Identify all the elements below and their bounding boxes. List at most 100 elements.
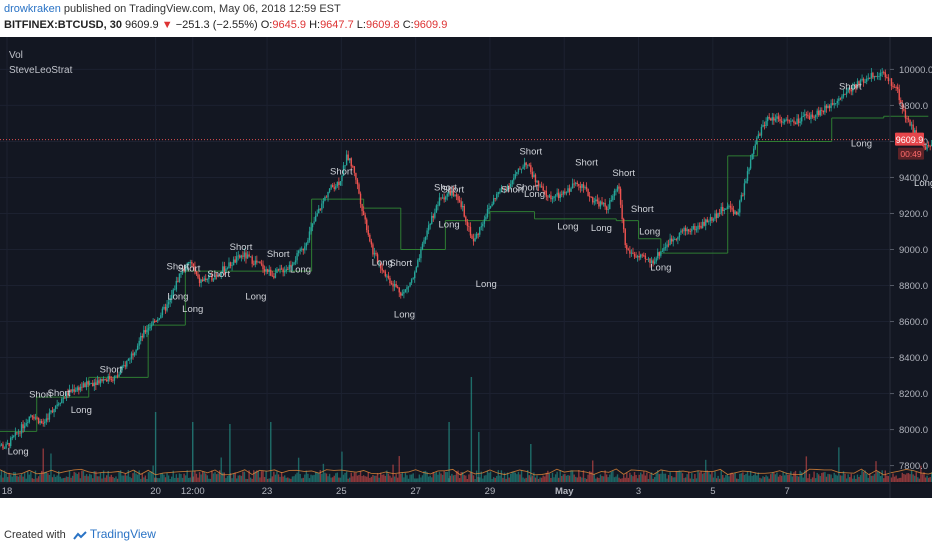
y-tick-label: 8800.0 — [899, 281, 928, 292]
candle-body — [211, 274, 213, 281]
volume-bar — [158, 478, 161, 482]
candle-body — [116, 375, 119, 377]
volume-bar — [497, 470, 500, 482]
candle-body — [333, 187, 335, 189]
candle-body — [753, 148, 755, 155]
candle-body — [265, 269, 267, 272]
candle-body — [341, 175, 343, 182]
volume-bar — [855, 478, 857, 482]
candle-body — [661, 250, 664, 252]
candle-body — [0, 444, 3, 446]
volume-bar — [845, 478, 848, 482]
candle-body — [910, 124, 913, 126]
candle-body — [830, 103, 832, 108]
candle-body — [403, 292, 405, 294]
volume-bar — [341, 451, 343, 482]
candle-body — [624, 229, 626, 246]
candle-body — [347, 154, 349, 161]
volume-bar — [263, 477, 266, 482]
volume-bar — [525, 477, 527, 482]
volume-bar — [612, 470, 614, 482]
author-link[interactable]: drowkraken — [4, 3, 61, 15]
candle-body — [263, 269, 266, 272]
volume-bar — [231, 478, 233, 482]
candle-body — [796, 118, 798, 125]
candle-body — [737, 212, 739, 215]
candle-body — [519, 168, 521, 170]
volume-bar — [893, 476, 896, 482]
volume-bar — [556, 471, 558, 482]
volume-bar — [472, 475, 475, 482]
volume-bar — [680, 471, 682, 482]
volume-bar — [616, 474, 619, 482]
candle-body — [537, 180, 540, 186]
countdown-badge-value: 00:49 — [900, 149, 922, 159]
close-value: 9609.9 — [413, 19, 448, 31]
candle-body — [483, 219, 486, 224]
volume-bar — [257, 470, 260, 482]
volume-bar — [215, 474, 218, 482]
candle-body — [927, 144, 930, 147]
candle-body — [457, 196, 459, 201]
volume-bar — [455, 471, 458, 482]
candle-body — [406, 287, 408, 290]
candle-body — [695, 229, 698, 231]
signal-long-label: Long — [557, 221, 578, 232]
candle-body — [596, 199, 599, 202]
volume-bar — [483, 475, 486, 482]
candle-body — [841, 96, 843, 99]
candle-body — [615, 190, 617, 192]
volume-bar — [655, 473, 657, 482]
candle-body — [2, 444, 4, 449]
x-tick-label: 20 — [150, 486, 161, 497]
volume-bar — [243, 471, 246, 482]
volume-bar — [689, 478, 691, 482]
volume-bar — [602, 476, 605, 482]
candle-body — [632, 252, 634, 254]
volume-bar — [751, 475, 753, 482]
candle-body — [489, 205, 492, 208]
candle-body — [477, 233, 479, 235]
candle-body — [783, 119, 786, 123]
candle-body — [802, 115, 804, 117]
volume-bar — [609, 474, 611, 482]
volume-bar — [297, 457, 300, 482]
candle-body — [821, 110, 823, 111]
candle-body — [307, 240, 309, 244]
price-chart[interactable]: LongShortShortLongShortShortShortLongLon… — [0, 37, 932, 498]
candle-body — [280, 268, 283, 270]
volume-bar — [115, 476, 117, 482]
volume-bar — [808, 473, 811, 482]
candle-body — [285, 269, 287, 272]
volume-bar — [389, 475, 391, 482]
candle-body — [508, 185, 510, 187]
symbol-label: BITFINEX:BTCUSD, 30 — [4, 19, 122, 31]
volume-bar — [78, 472, 80, 482]
candle-body — [488, 207, 490, 210]
candle-body — [17, 432, 20, 434]
candle-body — [232, 259, 235, 266]
volume-bar — [658, 474, 660, 482]
candle-body — [90, 383, 92, 384]
volume-bar — [618, 477, 620, 482]
candle-body — [61, 398, 63, 404]
volume-bar — [396, 477, 399, 482]
tradingview-brand[interactable]: TradingView — [89, 527, 156, 541]
volume-bar — [485, 475, 487, 482]
volume-bar — [79, 478, 82, 482]
volume-bar — [22, 476, 24, 482]
chart-panel[interactable]: Long Short Short Long Short Short Short Long Lon… — [0, 37, 932, 498]
candle-body — [622, 219, 625, 230]
volume-bar — [88, 473, 91, 482]
candle-body — [11, 436, 13, 438]
y-tick-label: 9400.0 — [899, 173, 928, 184]
volume-bar — [287, 477, 289, 482]
candle-body — [853, 84, 856, 87]
candle-body — [40, 421, 43, 424]
candle-body — [112, 379, 114, 381]
volume-bar — [59, 476, 61, 482]
candle-body — [926, 144, 928, 150]
volume-bar — [492, 477, 495, 482]
volume-bar — [232, 473, 235, 482]
candle-body — [565, 192, 568, 194]
